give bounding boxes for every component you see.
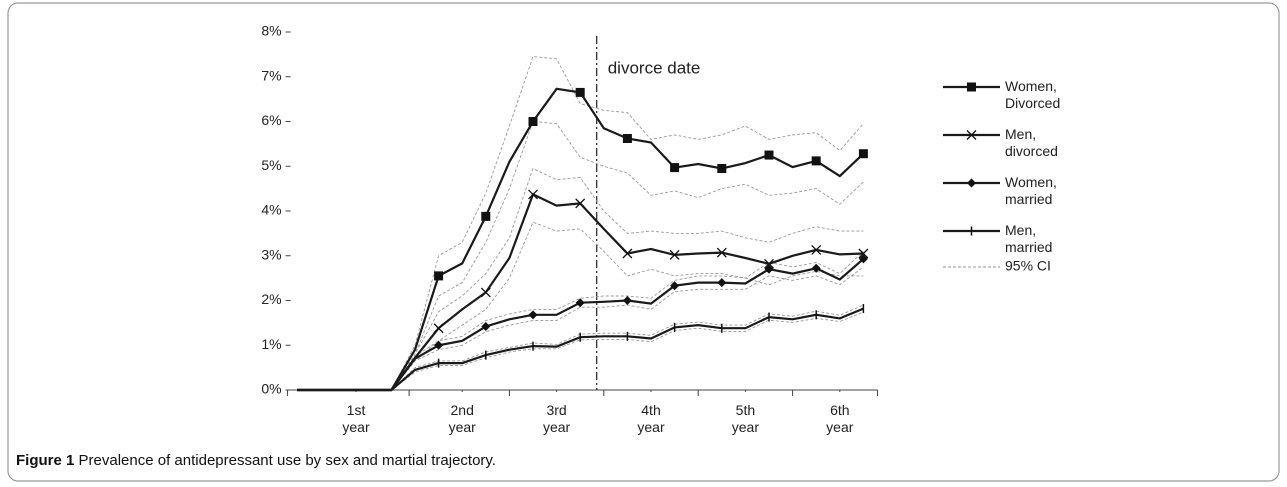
x-tick-label: 1st year <box>342 402 370 435</box>
y-tick-label: 0% <box>261 381 281 397</box>
y-tick-label: 6% <box>261 112 281 128</box>
series-line <box>297 87 865 392</box>
x-tick-label: 3rd year <box>542 402 571 435</box>
marker <box>670 281 680 291</box>
ci-line <box>297 311 864 391</box>
marker <box>717 163 727 173</box>
marker <box>811 263 821 273</box>
marker <box>670 163 680 173</box>
frame <box>7 2 1280 482</box>
ci-line <box>297 167 864 391</box>
marker <box>575 87 585 97</box>
x-tick-label: 2nd year <box>448 402 476 435</box>
marker <box>717 278 727 288</box>
y-tick-label: 8% <box>261 23 281 39</box>
marker <box>434 271 444 281</box>
marker <box>433 323 444 334</box>
marker <box>858 254 868 264</box>
marker <box>811 244 822 255</box>
legend-marker <box>966 130 977 140</box>
marker <box>480 287 491 298</box>
marker <box>622 248 633 259</box>
marker <box>528 117 538 126</box>
annotation: divorce date <box>608 58 701 77</box>
legend-label: 95% CI <box>1005 258 1051 274</box>
legend-label: Men, divorced <box>1005 126 1058 159</box>
marker <box>858 149 868 159</box>
marker <box>481 321 491 331</box>
legend-label: Women, married <box>1005 174 1057 207</box>
ci-line <box>297 266 864 391</box>
marker <box>481 211 491 221</box>
marker <box>575 198 586 209</box>
legend-marker <box>967 82 976 92</box>
marker <box>764 264 774 274</box>
marker <box>716 247 727 258</box>
y-tick-label: 7% <box>261 67 281 83</box>
marker <box>669 249 680 260</box>
series-line <box>297 258 865 392</box>
legend-label: Women, Divorced <box>1005 78 1061 111</box>
marker <box>858 248 869 259</box>
series-line <box>297 192 864 392</box>
x-tick-label: 4th year <box>637 402 665 435</box>
y-tick-label: 5% <box>261 157 281 173</box>
marker <box>764 258 774 269</box>
y-tick-label: 4% <box>261 202 281 218</box>
y-tick-label: 1% <box>261 336 281 352</box>
marker <box>528 189 538 200</box>
marker <box>622 296 632 305</box>
y-tick-label: 2% <box>261 291 281 307</box>
marker <box>811 156 821 166</box>
ci-line <box>297 121 864 391</box>
caption-text: Prevalence of antidepressant use by sex … <box>78 452 496 469</box>
marker <box>575 298 585 308</box>
x-tick-label: 6th year <box>826 402 854 435</box>
legend-label: Men, married <box>1005 222 1053 255</box>
caption: Figure 1 Prevalence of antidepressant us… <box>16 452 496 469</box>
x-tick-label: 5th year <box>731 402 759 435</box>
figure-label: Figure 1 <box>16 452 75 469</box>
marker <box>622 134 632 144</box>
marker <box>528 310 538 320</box>
marker <box>434 340 444 350</box>
y-tick-label: 3% <box>261 246 281 262</box>
marker <box>764 150 774 160</box>
legend-marker <box>967 178 976 188</box>
ci-line <box>297 56 864 391</box>
